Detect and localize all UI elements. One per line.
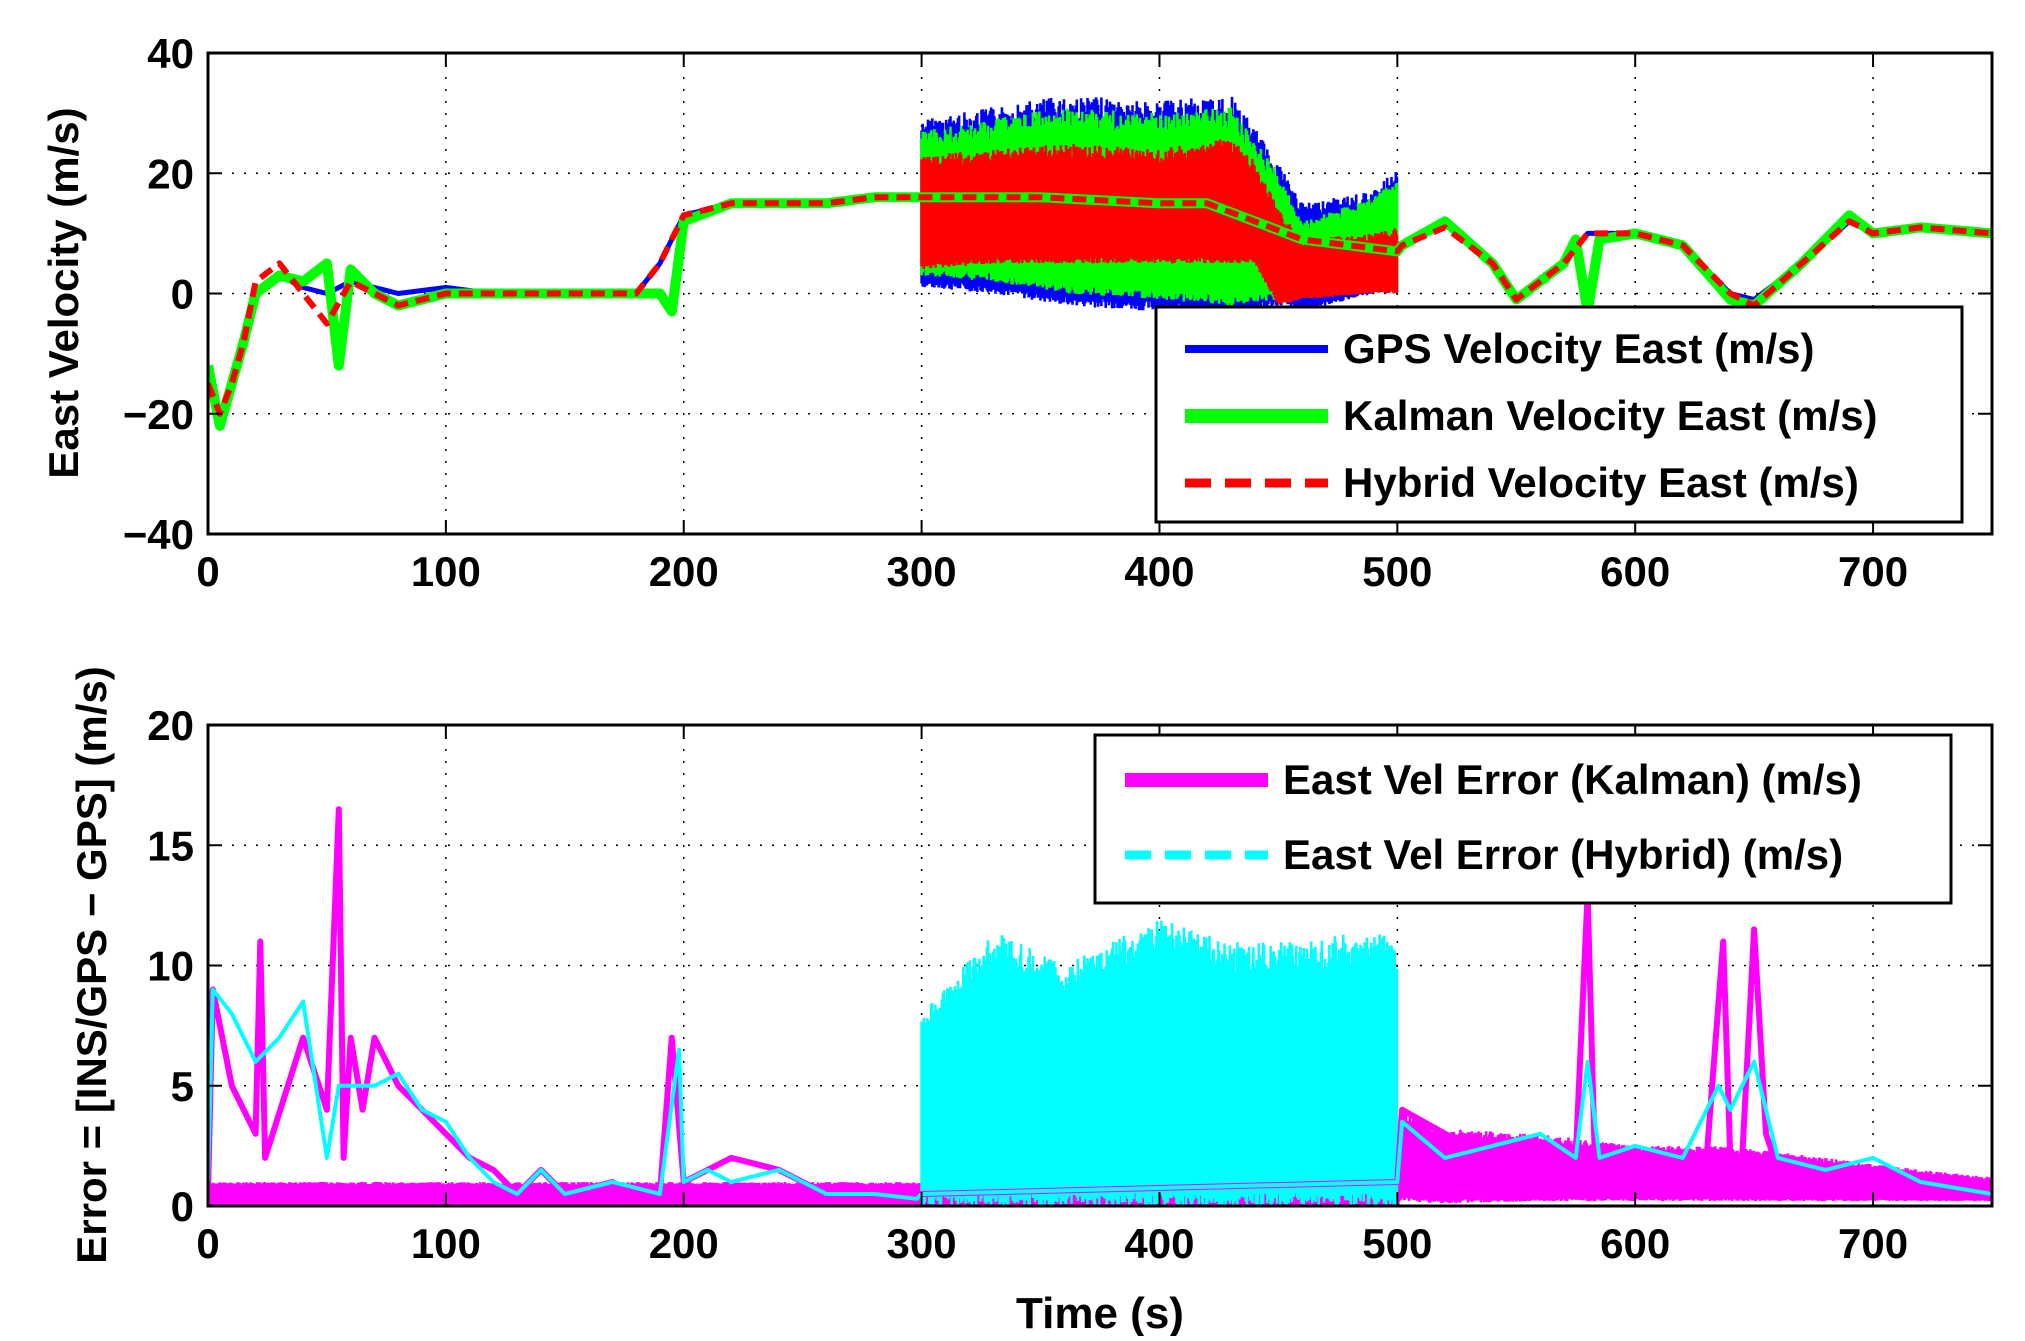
y-tick-label: 0: [171, 1183, 194, 1230]
y-tick-label: 20: [147, 150, 194, 197]
series-lines: [208, 806, 1992, 1202]
legend-label-kalman: Kalman Velocity East (m/s): [1343, 392, 1878, 439]
x-tick-label: 700: [1838, 548, 1908, 595]
y-axis-label: East Velocity (m/s): [40, 107, 87, 478]
legend: East Vel Error (Kalman) (m/s) East Vel E…: [1093, 733, 1953, 905]
series-lines: [208, 192, 1992, 431]
legend-box: [1093, 733, 1953, 905]
x-tick-label: 500: [1362, 1220, 1432, 1267]
x-tick-label: 0: [196, 1220, 219, 1267]
x-tick-label: 500: [1362, 548, 1432, 595]
legend-label-hybrid: Hybrid Velocity East (m/s): [1343, 459, 1859, 506]
x-tick-label: 200: [649, 1220, 719, 1267]
legend: GPS Velocity East (m/s) Kalman Velocity …: [1154, 305, 1964, 524]
y-tick-label: −40: [123, 511, 194, 558]
error-chart: 0 100 200 300 400 500 600 700 0 5 10 15 20 Error = […: [68, 666, 1994, 1338]
y-tick-label: −20: [123, 391, 194, 438]
y-tick-label: 20: [147, 702, 194, 749]
x-tick-label: 100: [411, 1220, 481, 1267]
velocity-chart: 0 100 200 300 400 500 600 700 −40 −20 0 20 40 East V…: [40, 30, 1994, 595]
y-tick-label: 40: [147, 30, 194, 77]
x-tick-label: 700: [1838, 1220, 1908, 1267]
series-line-hybrid-velocity-east-m-s: [208, 194, 1992, 417]
legend-label-kalman-error: East Vel Error (Kalman) (m/s): [1283, 756, 1862, 803]
x-tick-label: 300: [887, 548, 957, 595]
tick-labels: 0 100 200 300 400 500 600 700 0 5 10 15 20: [147, 702, 1908, 1267]
x-tick-label: 100: [411, 548, 481, 595]
tick-labels: 0 100 200 300 400 500 600 700 −40 −20 0 20 40: [123, 30, 1908, 595]
band-east-vel-error-hybrid-m-s: [920, 920, 1399, 1206]
legend-label-hybrid-error: East Vel Error (Hybrid) (m/s): [1283, 831, 1843, 878]
series-line-east-vel-error-hybrid-m-s: [208, 987, 1992, 1201]
x-axis-label: Time (s): [1016, 1289, 1184, 1336]
x-tick-label: 600: [1600, 548, 1670, 595]
series-line-east-vel-error-kalman-m-s: [208, 806, 1992, 1202]
x-tick-label: 600: [1600, 1220, 1670, 1267]
y-tick-label: 5: [171, 1063, 194, 1110]
y-tick-label: 15: [147, 822, 194, 869]
x-tick-label: 200: [649, 548, 719, 595]
x-tick-label: 0: [196, 548, 219, 595]
y-axis-label: Error = [INS/GPS − GPS] (m/s): [68, 666, 115, 1264]
legend-label-gps: GPS Velocity East (m/s): [1343, 325, 1815, 372]
y-tick-label: 0: [171, 271, 194, 318]
ticks: [207, 724, 1992, 1207]
x-tick-label: 300: [887, 1220, 957, 1267]
x-tick-label: 400: [1124, 1220, 1194, 1267]
x-tick-label: 400: [1124, 548, 1194, 595]
y-tick-label: 10: [147, 943, 194, 990]
